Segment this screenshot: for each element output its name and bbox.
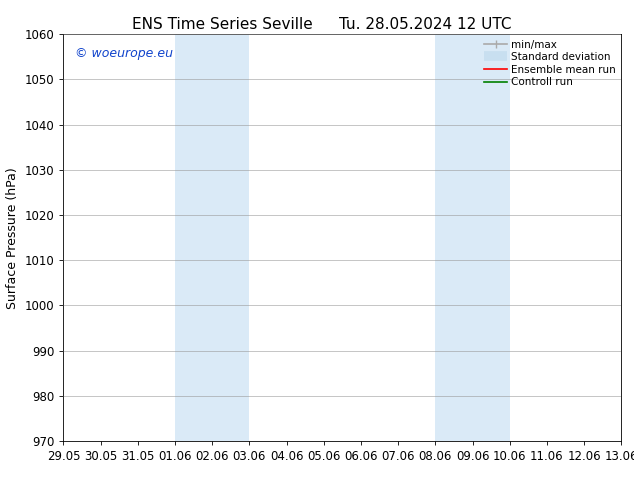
Y-axis label: Surface Pressure (hPa): Surface Pressure (hPa) bbox=[6, 167, 19, 309]
Bar bbox=[436, 34, 510, 441]
Legend: min/max, Standard deviation, Ensemble mean run, Controll run: min/max, Standard deviation, Ensemble me… bbox=[482, 37, 618, 89]
Bar bbox=[175, 34, 249, 441]
Text: ENS Time Series Seville: ENS Time Series Seville bbox=[131, 17, 313, 32]
Text: Tu. 28.05.2024 12 UTC: Tu. 28.05.2024 12 UTC bbox=[339, 17, 511, 32]
Text: © woeurope.eu: © woeurope.eu bbox=[75, 47, 172, 59]
